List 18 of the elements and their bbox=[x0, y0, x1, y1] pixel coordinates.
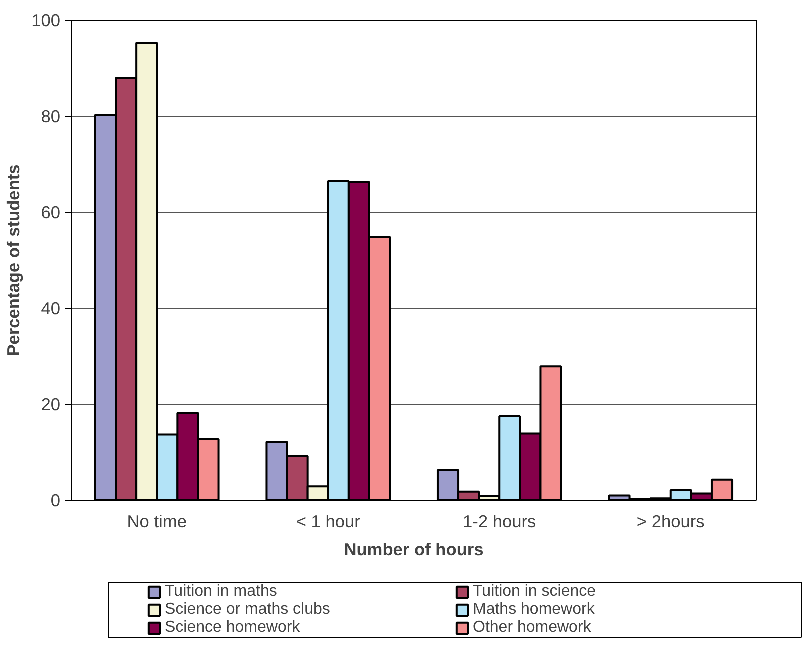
y-tick-label: 0 bbox=[50, 490, 61, 510]
legend-label: Other homework bbox=[473, 619, 592, 637]
legend-label: Science homework bbox=[165, 619, 302, 637]
y-tick-label: 40 bbox=[41, 298, 61, 318]
y-tick-label: 100 bbox=[32, 10, 61, 30]
x-tick-label: < 1 hour bbox=[296, 512, 361, 532]
legend-label: Science or maths clubs bbox=[165, 601, 332, 619]
x-tick-label: No time bbox=[127, 512, 187, 532]
x-tick-label: > 2hours bbox=[636, 512, 706, 532]
x-axis-title: Number of hours bbox=[344, 540, 484, 560]
legend-label: Maths homework bbox=[473, 601, 596, 619]
legend-label: Tuition in maths bbox=[165, 583, 278, 601]
y-tick-label: 20 bbox=[41, 394, 61, 414]
legend-label: Tuition in science bbox=[473, 583, 598, 601]
y-tick-label: 80 bbox=[41, 106, 61, 126]
y-tick-label: 60 bbox=[41, 202, 61, 222]
x-tick-label: 1-2 hours bbox=[463, 512, 537, 532]
y-axis-title: Percentage of students bbox=[4, 164, 24, 356]
